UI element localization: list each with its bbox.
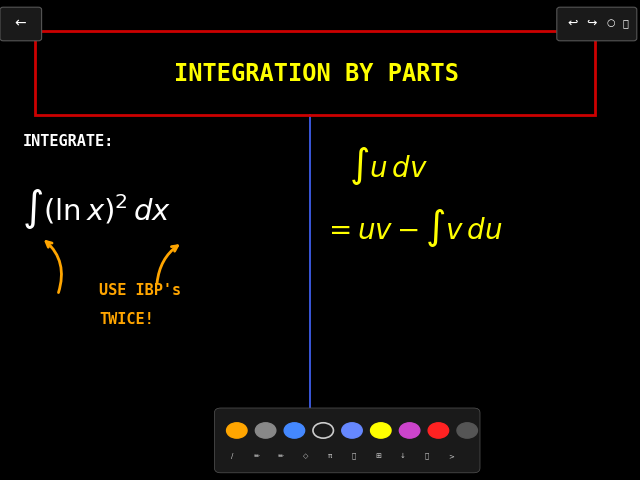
Text: TWICE!: TWICE!: [99, 312, 154, 327]
Text: ←: ←: [15, 16, 26, 30]
Text: $\int u\,dv$: $\int u\,dv$: [349, 144, 428, 187]
Text: ◇: ◇: [303, 453, 308, 459]
Text: ⬜: ⬜: [623, 18, 629, 28]
Text: USE IBP's: USE IBP's: [99, 283, 181, 298]
Text: ⬜: ⬜: [352, 453, 356, 459]
Text: ⊞: ⊞: [375, 453, 381, 459]
Text: INTEGRATION BY PARTS: INTEGRATION BY PARTS: [174, 62, 460, 86]
Text: ↩: ↩: [568, 16, 578, 30]
FancyBboxPatch shape: [0, 7, 42, 41]
Text: ↓: ↓: [399, 453, 406, 459]
Circle shape: [399, 423, 420, 438]
FancyBboxPatch shape: [557, 7, 637, 41]
Text: 🔥: 🔥: [425, 453, 429, 459]
Bar: [35, 31, 595, 115]
Circle shape: [284, 423, 305, 438]
Text: ✏: ✏: [253, 453, 260, 459]
Text: $\int(\ln x)^2\,dx$: $\int(\ln x)^2\,dx$: [22, 186, 172, 231]
Circle shape: [428, 423, 449, 438]
FancyBboxPatch shape: [214, 408, 480, 473]
Circle shape: [227, 423, 247, 438]
Text: $= uv - \int v\,du$: $= uv - \int v\,du$: [323, 207, 502, 249]
Circle shape: [371, 423, 391, 438]
Circle shape: [255, 423, 276, 438]
Text: π: π: [328, 453, 332, 459]
Text: /: /: [231, 453, 234, 459]
Text: ○: ○: [607, 18, 616, 28]
Circle shape: [342, 423, 362, 438]
Text: INTEGRATE:: INTEGRATE:: [22, 134, 114, 149]
Circle shape: [457, 423, 477, 438]
Text: ↪: ↪: [587, 16, 597, 30]
Text: ✏: ✏: [278, 453, 284, 459]
Text: >: >: [448, 453, 454, 459]
